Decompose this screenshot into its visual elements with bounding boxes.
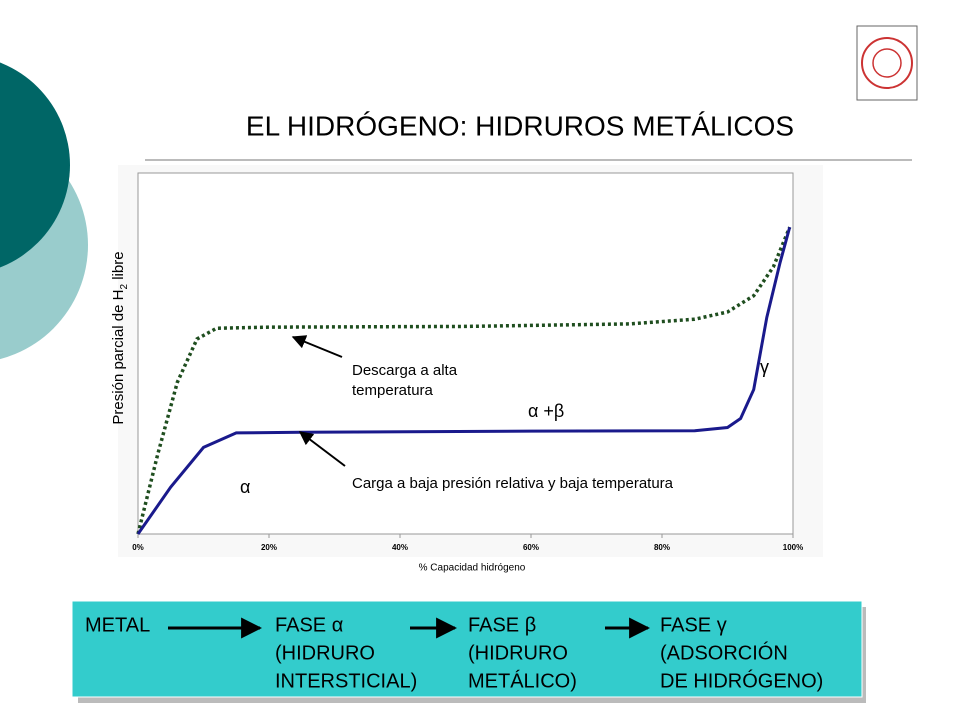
x-tick-label: 60%: [523, 543, 539, 552]
annotation: Carga a baja presión relativa y baja tem…: [352, 475, 674, 492]
x-tick-label: 40%: [392, 543, 408, 552]
flow-text: (HIDRURO: [468, 642, 568, 664]
flow-text: METAL: [85, 614, 150, 636]
flow-text: DE HIDRÓGENO): [660, 669, 823, 692]
x-tick-label: 20%: [261, 543, 277, 552]
flow-text: (ADSORCIÓN: [660, 641, 788, 664]
flow-text: INTERSTICIAL): [275, 670, 417, 692]
x-tick-label: 0%: [132, 543, 144, 552]
flow-text: FASE γ: [660, 614, 727, 636]
flow-text: FASE β: [468, 614, 536, 636]
plot-area: [137, 172, 794, 535]
flow-box: [71, 600, 863, 698]
logo: [872, 48, 902, 78]
title: EL HIDRÓGENO: HIDRUROS METÁLICOS: [246, 110, 794, 141]
x-tick-label: 100%: [783, 543, 803, 552]
y-axis-label-part: Presión parcial de H: [110, 290, 127, 425]
arrow: [298, 431, 346, 467]
flow-text: FASE α: [275, 614, 343, 636]
flow-text: METÁLICO): [468, 669, 577, 692]
arrow: [291, 335, 343, 358]
series-line: [136, 226, 792, 535]
y-axis-label-part: 2: [119, 284, 130, 290]
annotation: Descarga a alta: [352, 362, 458, 379]
annotation: α: [240, 477, 250, 497]
y-axis-label-part: libre: [110, 251, 127, 284]
decor-circle: [0, 62, 70, 268]
series-line: [136, 226, 792, 535]
flow: METAL FASE α (HIDRURO INTERSTICIAL) FASE β (H…: [85, 614, 823, 692]
flow-text: (HIDRURO: [275, 642, 375, 664]
y-axis-label: Presión parcial de H2 libre: [110, 251, 130, 424]
annotation: α +β: [528, 401, 564, 421]
annotation: temperatura: [352, 382, 434, 399]
x-tick-label: 80%: [654, 543, 670, 552]
logo: [861, 37, 913, 89]
chart: 0% 20% 40% 60% 80% 100% % Capacidad hidrógeno P…: [110, 226, 803, 574]
annotation: γ: [760, 357, 769, 377]
x-axis-label: % Capacidad hidrógeno: [419, 563, 526, 574]
